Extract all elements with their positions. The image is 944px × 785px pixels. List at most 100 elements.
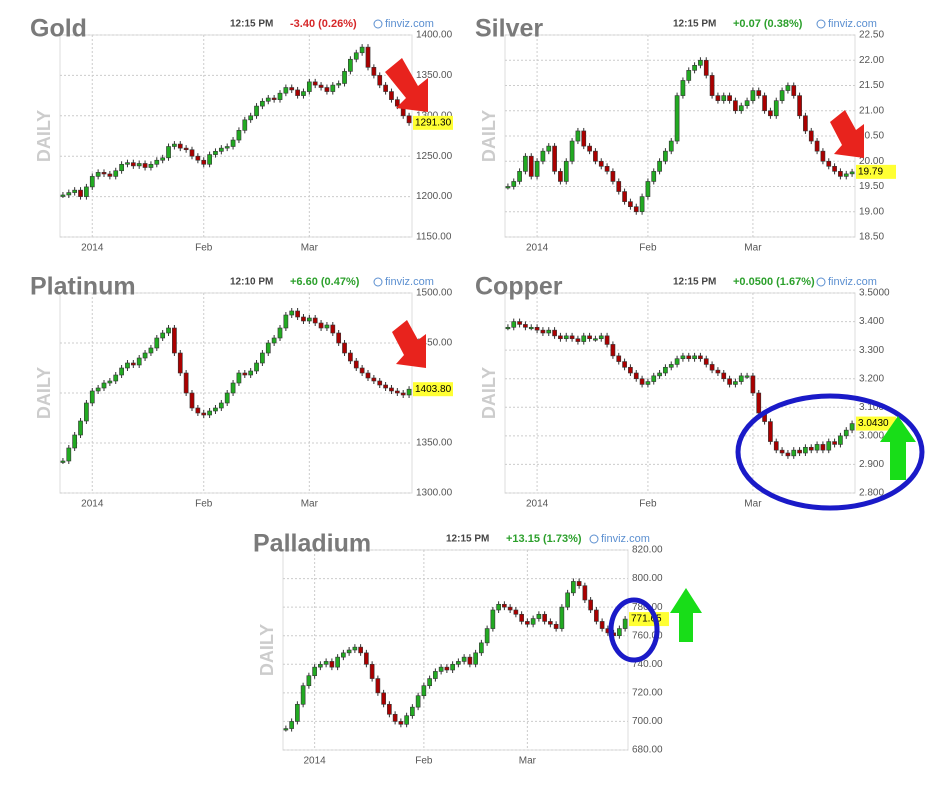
candle xyxy=(528,155,534,177)
candle xyxy=(593,338,598,341)
candle xyxy=(125,162,130,165)
candle xyxy=(473,652,478,665)
candle xyxy=(301,316,306,322)
candle xyxy=(236,130,242,141)
candle xyxy=(490,609,496,629)
candle xyxy=(107,380,113,384)
candle xyxy=(616,355,622,362)
candle xyxy=(78,189,83,197)
candle xyxy=(342,71,347,84)
candle xyxy=(523,324,528,328)
candle xyxy=(559,606,565,629)
candle xyxy=(348,352,353,362)
source: finviz.com xyxy=(385,276,434,288)
candle xyxy=(383,384,388,389)
candle xyxy=(843,429,849,437)
candle xyxy=(849,171,855,175)
x-tick-label: Mar xyxy=(519,756,537,767)
candle xyxy=(72,189,78,193)
candle xyxy=(534,160,540,177)
chart-title: Gold xyxy=(30,15,87,43)
chart-panel: 680.00700.00720.00740.00760.00780.00800.… xyxy=(253,530,669,767)
y-tick-label: 21.00 xyxy=(859,105,884,116)
candle xyxy=(148,163,154,168)
candle xyxy=(177,143,183,149)
candle xyxy=(832,441,837,445)
plot-area xyxy=(504,292,856,494)
candle xyxy=(467,656,473,665)
candle xyxy=(369,663,375,679)
candle xyxy=(599,621,605,629)
candle xyxy=(213,151,218,155)
candle xyxy=(513,609,519,615)
candle xyxy=(160,332,166,339)
candle xyxy=(358,646,363,654)
candle xyxy=(587,145,592,152)
candle xyxy=(371,377,377,382)
candle xyxy=(324,324,330,329)
candle xyxy=(715,369,721,374)
candle xyxy=(101,172,107,175)
x-tick-label: 2014 xyxy=(526,499,549,510)
candle xyxy=(406,388,412,396)
candle xyxy=(415,695,421,708)
candle xyxy=(502,603,507,608)
last-price-label: 19.79 xyxy=(858,166,883,177)
y-tick-label: 3.100 xyxy=(859,402,884,413)
candle xyxy=(330,324,336,334)
candle xyxy=(312,81,318,86)
candle xyxy=(189,149,195,157)
candle xyxy=(318,84,324,88)
candle xyxy=(306,81,312,92)
candle xyxy=(324,87,330,92)
candle xyxy=(300,685,306,705)
candle xyxy=(558,171,563,182)
source: finviz.com xyxy=(385,18,434,30)
candle xyxy=(505,326,511,330)
candle xyxy=(756,392,762,414)
y-tick-label: 740.00 xyxy=(632,659,663,670)
candle xyxy=(265,97,271,102)
candle xyxy=(668,364,674,368)
candle xyxy=(756,90,762,96)
candle xyxy=(142,163,148,168)
plot-area xyxy=(282,549,629,751)
candle xyxy=(540,329,546,334)
candle xyxy=(353,52,359,60)
candle xyxy=(803,115,808,132)
y-tick-label: 700.00 xyxy=(632,716,663,727)
candle xyxy=(617,628,622,637)
x-tick-label: Feb xyxy=(639,243,657,254)
candle xyxy=(762,95,767,112)
candle xyxy=(843,173,849,177)
candle xyxy=(610,171,616,182)
candle xyxy=(668,140,674,152)
y-tick-label: 2.800 xyxy=(859,488,884,499)
source: finviz.com xyxy=(828,18,877,30)
candle xyxy=(709,364,715,371)
x-tick-label: Feb xyxy=(415,756,433,767)
candle xyxy=(323,661,329,665)
candle xyxy=(130,362,136,366)
candle xyxy=(265,342,271,354)
red-arrow xyxy=(392,320,426,368)
candle xyxy=(84,186,89,197)
candle xyxy=(546,329,552,334)
y-axis-label: DAILY xyxy=(257,624,277,676)
candle xyxy=(530,618,536,625)
y-tick-label: 20.50 xyxy=(859,131,884,142)
candle xyxy=(336,83,342,86)
candle xyxy=(552,329,557,337)
candle xyxy=(427,678,432,687)
y-tick-label: 22.50 xyxy=(859,30,884,41)
candle xyxy=(254,362,259,372)
chart-title: Platinum xyxy=(30,273,136,301)
candle xyxy=(306,317,312,322)
candle xyxy=(89,176,95,188)
candle xyxy=(113,374,119,382)
candle xyxy=(814,140,820,152)
green-arrow xyxy=(880,416,916,480)
candle xyxy=(444,666,450,671)
candle xyxy=(242,372,248,376)
candle xyxy=(394,390,400,394)
